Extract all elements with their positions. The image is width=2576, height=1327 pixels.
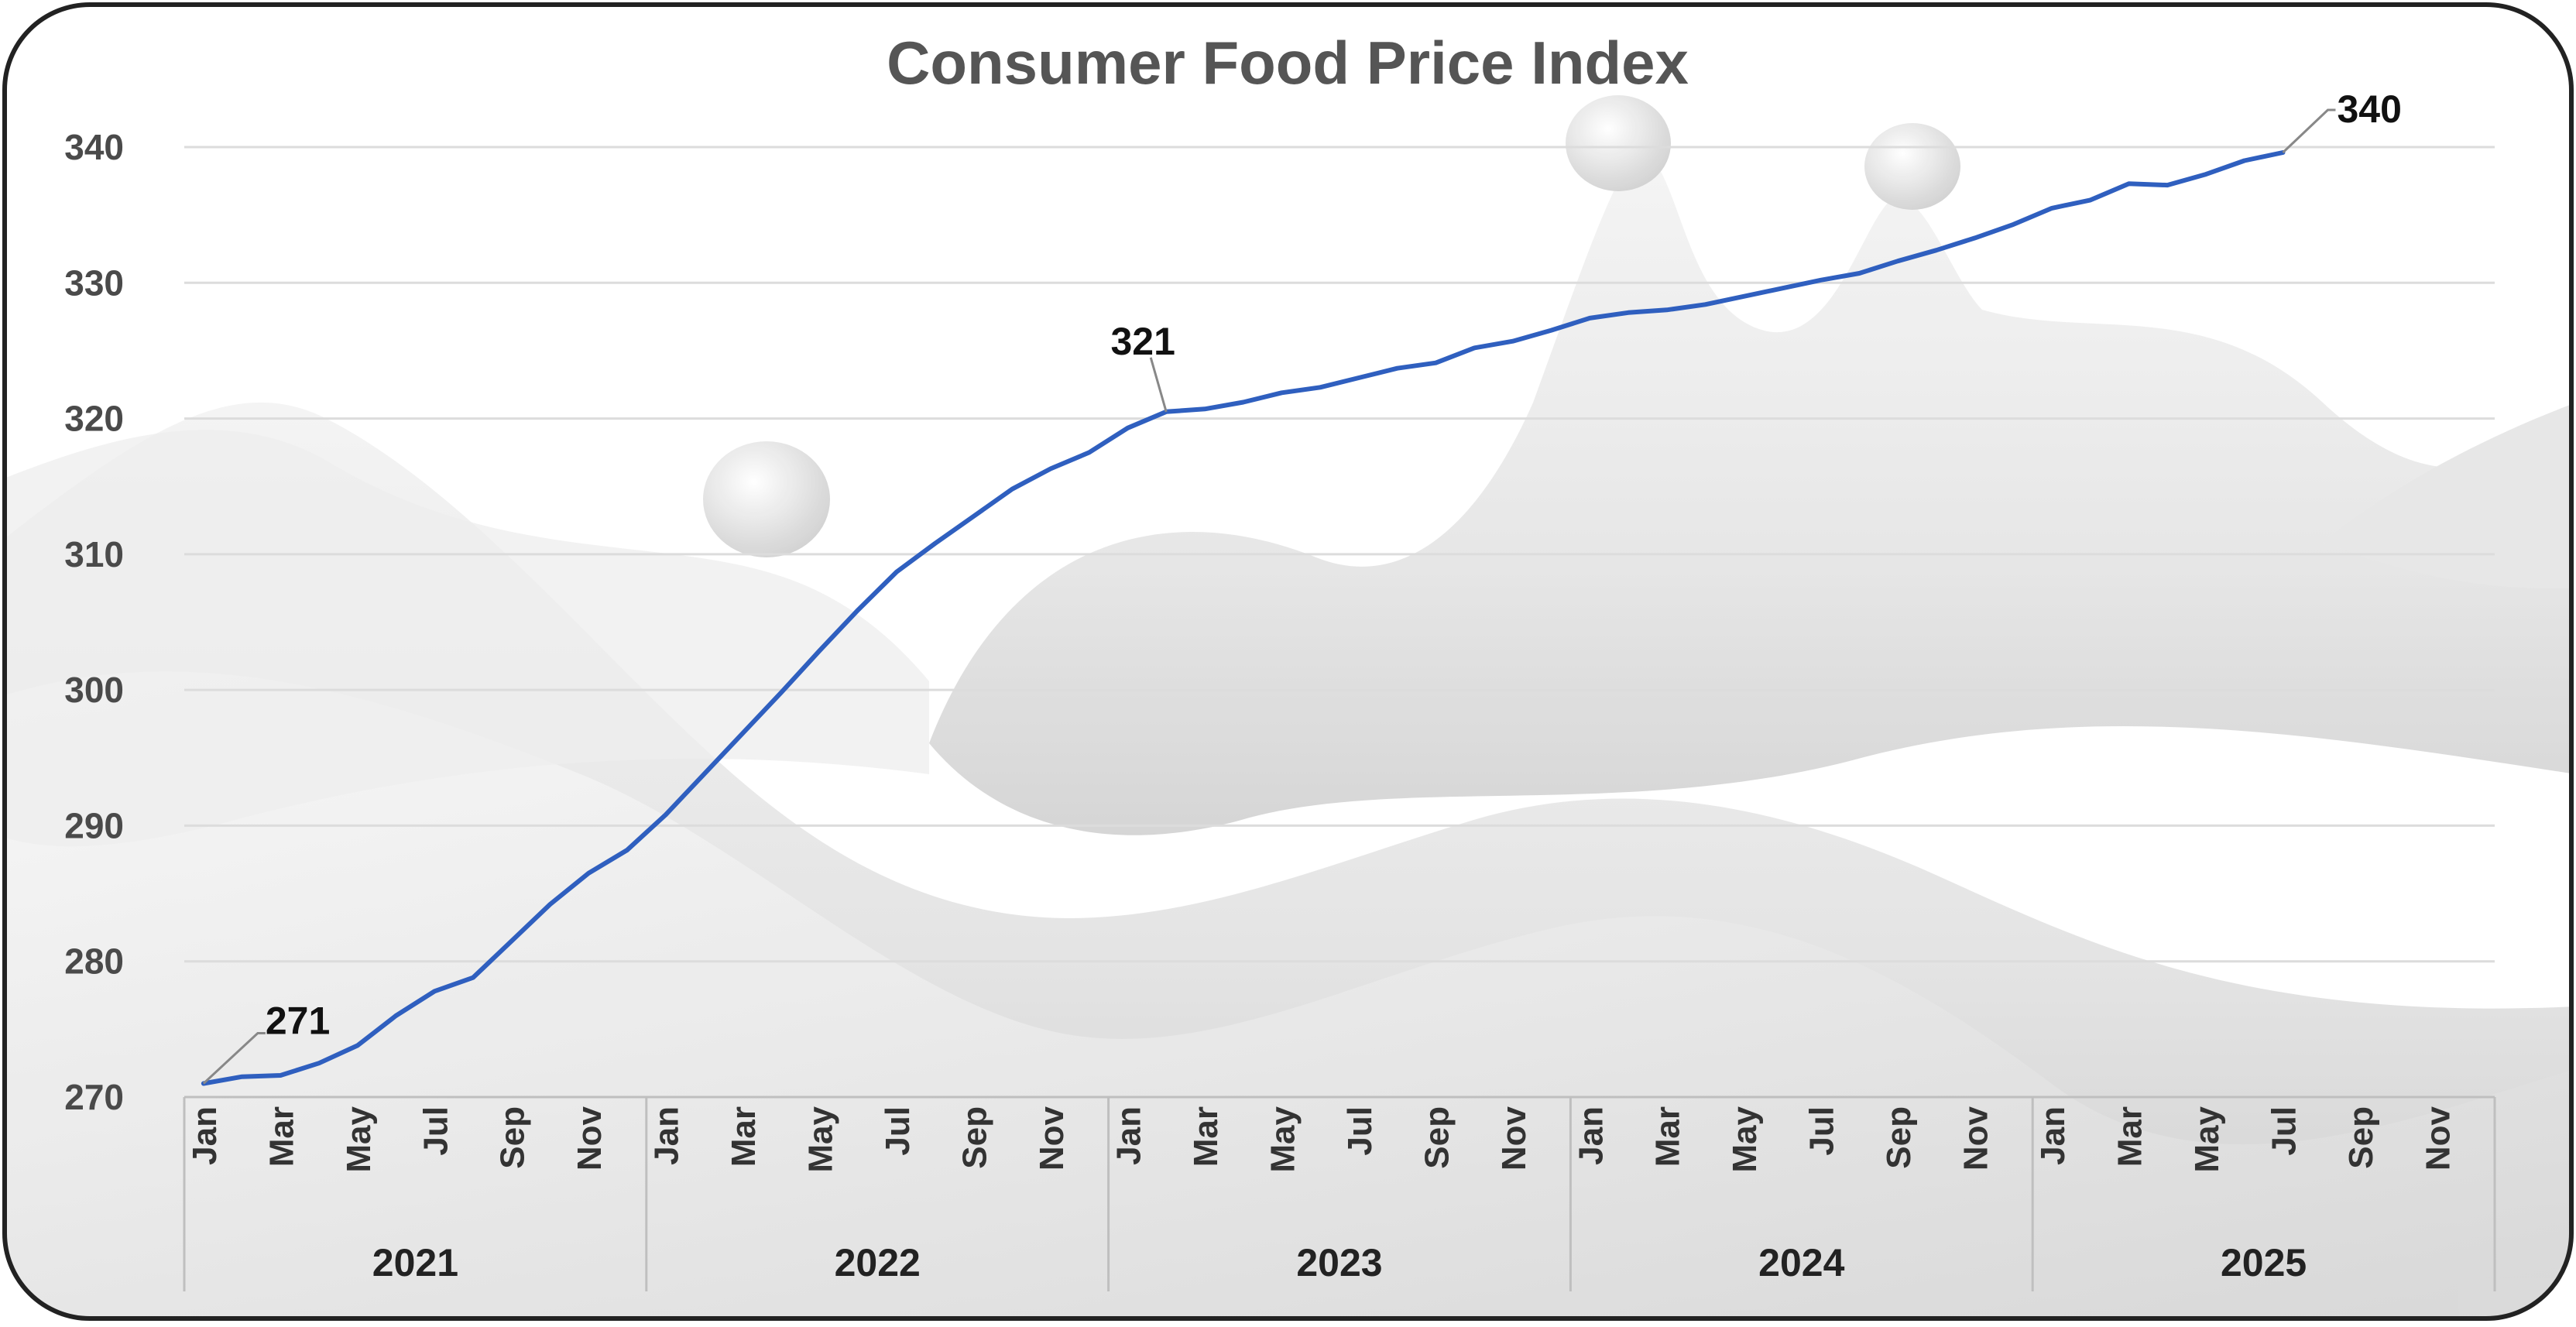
x-tick-label: Mar xyxy=(1649,1106,1687,1167)
x-tick-label: May xyxy=(1726,1106,1764,1172)
x-tick-label: May xyxy=(802,1106,840,1172)
year-label: 2023 xyxy=(1296,1241,1382,1284)
data-label: 340 xyxy=(2337,87,2401,131)
x-tick-label: Mar xyxy=(2111,1106,2149,1167)
x-tick-label: Jul xyxy=(1341,1106,1379,1156)
x-tick-label: May xyxy=(2188,1106,2226,1172)
x-tick-label: Jan xyxy=(2034,1106,2072,1165)
y-tick-label: 340 xyxy=(64,127,124,167)
x-tick-label: Sep xyxy=(956,1106,994,1169)
year-label: 2021 xyxy=(372,1241,458,1284)
x-tick-label: Nov xyxy=(571,1106,609,1171)
data-label-leader xyxy=(2282,108,2336,154)
x-tick-label: Sep xyxy=(1418,1106,1456,1169)
x-tick-label: Sep xyxy=(494,1106,532,1169)
x-tick-label: Jul xyxy=(417,1106,454,1156)
data-label: 321 xyxy=(1110,320,1175,363)
series-line xyxy=(201,150,2286,1086)
x-tick-label: Sep xyxy=(2342,1106,2380,1169)
x-tick-label: Jan xyxy=(1110,1106,1147,1165)
x-tick-label: Mar xyxy=(262,1106,300,1167)
year-label: 2024 xyxy=(1758,1241,1844,1284)
y-tick-label: 310 xyxy=(64,534,124,574)
x-tick-label: Jul xyxy=(879,1106,917,1156)
x-tick-label: Jan xyxy=(648,1106,686,1165)
y-axis-ticks: 270 280 290 300 310 320 330 340 xyxy=(64,127,124,1117)
y-tick-label: 320 xyxy=(64,399,124,439)
x-tick-label: Jul xyxy=(2265,1106,2303,1156)
x-tick-label: Jan xyxy=(1572,1106,1610,1165)
x-tick-label: Jan xyxy=(186,1106,224,1165)
x-tick-label: Nov xyxy=(1033,1106,1071,1171)
x-tick-label: Jul xyxy=(1803,1106,1841,1156)
chart-title: Consumer Food Price Index xyxy=(887,29,1689,97)
data-label: 271 xyxy=(266,999,330,1042)
x-tick-label: Nov xyxy=(2419,1106,2457,1171)
y-tick-label: 300 xyxy=(64,670,124,710)
data-label-leader xyxy=(202,1031,266,1085)
x-tick-label: May xyxy=(340,1106,378,1172)
x-tick-label: Nov xyxy=(1957,1106,1995,1171)
y-tick-label: 290 xyxy=(64,805,124,845)
x-tick-label: Sep xyxy=(1880,1106,1918,1169)
x-tick-label: Mar xyxy=(725,1106,763,1167)
x-tick-label: May xyxy=(1264,1106,1302,1172)
y-tick-label: 330 xyxy=(64,262,124,303)
year-label: 2022 xyxy=(835,1241,921,1284)
data-labels: 271 321 340 xyxy=(202,87,2402,1085)
y-tick-label: 280 xyxy=(64,941,124,982)
x-tick-label: Nov xyxy=(1495,1106,1533,1171)
data-label-leader xyxy=(1149,357,1168,413)
x-axis: Jan Mar May Jul Sep Nov 2021 Jan Mar May Jul Sep Nov… xyxy=(183,1096,2496,1291)
y-tick-label: 270 xyxy=(64,1077,124,1117)
x-tick-label: Mar xyxy=(1187,1106,1225,1167)
year-label: 2025 xyxy=(2221,1241,2307,1284)
series-line-layer xyxy=(201,150,2286,1086)
